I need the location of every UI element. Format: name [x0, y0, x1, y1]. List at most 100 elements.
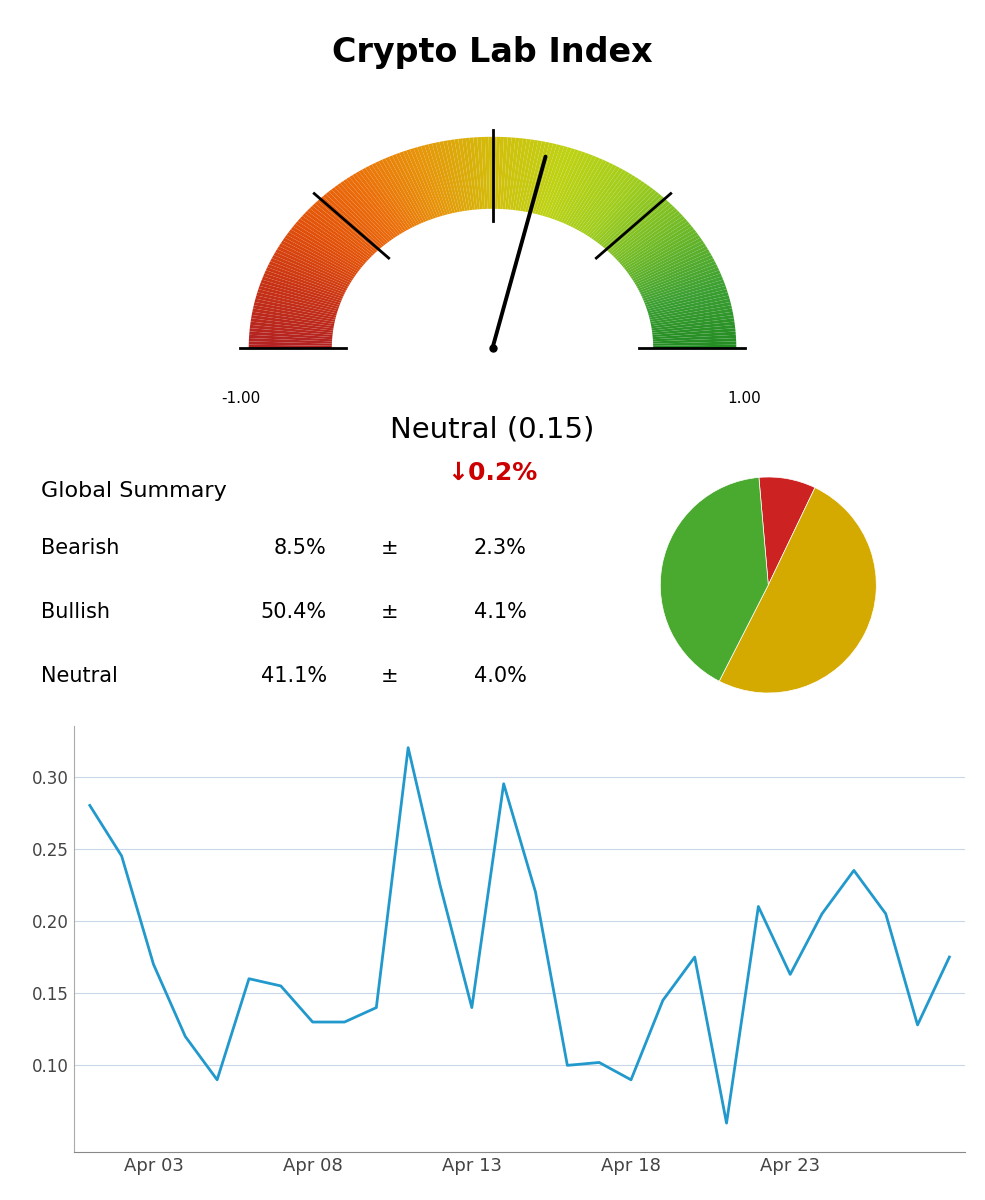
- Wedge shape: [650, 308, 733, 324]
- Wedge shape: [289, 229, 360, 271]
- Wedge shape: [258, 286, 339, 310]
- Text: 8.5%: 8.5%: [274, 538, 327, 558]
- Wedge shape: [262, 276, 342, 302]
- Text: ↓0.2%: ↓0.2%: [447, 461, 538, 485]
- Wedge shape: [375, 161, 418, 226]
- Wedge shape: [660, 478, 768, 682]
- Wedge shape: [368, 164, 413, 228]
- Wedge shape: [294, 224, 362, 268]
- Wedge shape: [523, 140, 542, 211]
- Wedge shape: [249, 328, 333, 337]
- Text: ±: ±: [380, 601, 398, 622]
- Wedge shape: [649, 299, 731, 318]
- Text: Global Summary: Global Summary: [41, 481, 227, 500]
- Wedge shape: [309, 206, 373, 256]
- Wedge shape: [249, 335, 332, 342]
- Wedge shape: [652, 328, 736, 337]
- Wedge shape: [612, 206, 676, 256]
- Wedge shape: [249, 341, 332, 346]
- Wedge shape: [574, 167, 620, 229]
- Wedge shape: [639, 262, 716, 293]
- Wedge shape: [323, 194, 382, 248]
- Wedge shape: [535, 144, 560, 215]
- Wedge shape: [462, 138, 475, 210]
- Wedge shape: [385, 157, 425, 223]
- Wedge shape: [500, 137, 508, 209]
- Text: Neutral (0.15): Neutral (0.15): [390, 415, 595, 443]
- Wedge shape: [257, 289, 338, 311]
- Wedge shape: [252, 312, 334, 326]
- Wedge shape: [261, 280, 341, 305]
- Wedge shape: [307, 209, 372, 258]
- Wedge shape: [340, 181, 394, 239]
- Wedge shape: [563, 158, 603, 224]
- Wedge shape: [547, 149, 578, 217]
- Wedge shape: [297, 218, 365, 264]
- Wedge shape: [474, 137, 483, 209]
- Wedge shape: [647, 293, 729, 313]
- Wedge shape: [620, 218, 688, 264]
- Wedge shape: [337, 184, 392, 241]
- Wedge shape: [320, 197, 380, 250]
- Wedge shape: [653, 331, 736, 340]
- Wedge shape: [638, 258, 715, 290]
- Wedge shape: [578, 169, 626, 232]
- Wedge shape: [651, 318, 735, 330]
- Wedge shape: [392, 154, 428, 221]
- Wedge shape: [485, 137, 490, 209]
- Wedge shape: [585, 175, 635, 235]
- Wedge shape: [249, 331, 332, 340]
- Wedge shape: [636, 256, 713, 289]
- Wedge shape: [450, 139, 467, 211]
- Wedge shape: [275, 250, 351, 284]
- Wedge shape: [525, 142, 546, 212]
- Wedge shape: [645, 283, 726, 307]
- Wedge shape: [250, 322, 333, 332]
- Wedge shape: [254, 302, 336, 319]
- Wedge shape: [653, 335, 736, 342]
- Wedge shape: [610, 204, 673, 254]
- Wedge shape: [250, 325, 333, 335]
- Wedge shape: [481, 137, 488, 209]
- Wedge shape: [554, 152, 589, 221]
- Wedge shape: [317, 199, 379, 251]
- Wedge shape: [630, 240, 704, 280]
- Wedge shape: [328, 190, 386, 245]
- Text: Bullish: Bullish: [41, 601, 110, 622]
- Wedge shape: [632, 244, 706, 281]
- Wedge shape: [334, 185, 390, 242]
- Wedge shape: [608, 202, 670, 253]
- Wedge shape: [572, 164, 617, 228]
- Wedge shape: [510, 138, 523, 210]
- Wedge shape: [633, 246, 708, 283]
- Text: 4.0%: 4.0%: [474, 666, 527, 685]
- Text: 41.1%: 41.1%: [260, 666, 327, 685]
- Wedge shape: [653, 344, 737, 348]
- Wedge shape: [267, 264, 345, 295]
- Wedge shape: [552, 151, 586, 220]
- Wedge shape: [644, 280, 724, 305]
- Text: 4.1%: 4.1%: [474, 601, 527, 622]
- Wedge shape: [264, 270, 343, 299]
- Wedge shape: [560, 157, 600, 223]
- Text: Bearish: Bearish: [41, 538, 119, 558]
- Wedge shape: [331, 187, 388, 244]
- Wedge shape: [346, 178, 398, 236]
- Wedge shape: [396, 152, 431, 221]
- Text: -1.00: -1.00: [221, 391, 260, 406]
- Wedge shape: [447, 140, 465, 211]
- Wedge shape: [255, 295, 337, 316]
- Wedge shape: [359, 169, 407, 232]
- Wedge shape: [628, 235, 700, 275]
- Wedge shape: [565, 160, 607, 224]
- Wedge shape: [248, 344, 332, 348]
- Wedge shape: [641, 268, 719, 296]
- Wedge shape: [428, 144, 452, 214]
- Wedge shape: [651, 312, 733, 326]
- Wedge shape: [269, 262, 346, 293]
- Wedge shape: [454, 139, 470, 210]
- Wedge shape: [399, 151, 433, 220]
- Wedge shape: [515, 139, 531, 210]
- Wedge shape: [601, 192, 659, 246]
- Wedge shape: [651, 314, 734, 329]
